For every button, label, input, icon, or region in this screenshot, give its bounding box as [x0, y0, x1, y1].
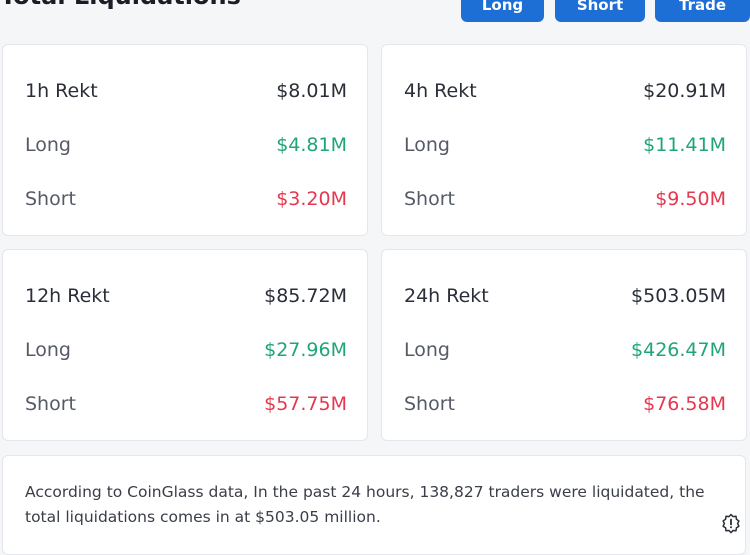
long-button[interactable]: Long — [461, 0, 544, 22]
short-button[interactable]: Short — [555, 0, 645, 22]
long-value: $4.81M — [276, 134, 347, 156]
long-label: Long — [404, 134, 450, 156]
total-value: $20.91M — [643, 80, 726, 102]
page-title: Total Liquidations — [0, 0, 241, 10]
long-row: Long $27.96M — [25, 337, 347, 363]
long-label: Long — [25, 134, 71, 156]
short-row: Short $57.75M — [25, 391, 347, 417]
total-value: $503.05M — [631, 285, 726, 307]
short-value: $57.75M — [264, 393, 347, 415]
summary-card: According to CoinGlass data, In the past… — [2, 455, 746, 555]
settings-icon[interactable] — [720, 512, 742, 534]
total-value: $85.72M — [264, 285, 347, 307]
long-row: Long $426.47M — [404, 337, 726, 363]
long-label: Long — [404, 339, 450, 361]
period-label: 24h Rekt — [404, 285, 489, 307]
liquidation-card-1h: 1h Rekt $8.01M Long $4.81M Short $3.20M — [2, 44, 368, 236]
short-label: Short — [25, 188, 76, 210]
short-value: $76.58M — [643, 393, 726, 415]
rekt-row: 12h Rekt $85.72M — [25, 283, 347, 309]
period-label: 4h Rekt — [404, 80, 477, 102]
rekt-row: 24h Rekt $503.05M — [404, 283, 726, 309]
liquidation-card-24h: 24h Rekt $503.05M Long $426.47M Short $7… — [381, 249, 747, 441]
long-value: $11.41M — [643, 134, 726, 156]
long-label: Long — [25, 339, 71, 361]
liquidation-card-4h: 4h Rekt $20.91M Long $11.41M Short $9.50… — [381, 44, 747, 236]
trade-button[interactable]: Trade — [655, 0, 750, 22]
header: Total Liquidations Long Short Trade — [0, 0, 750, 30]
period-label: 1h Rekt — [25, 80, 98, 102]
long-row: Long $4.81M — [25, 132, 347, 158]
short-label: Short — [404, 393, 455, 415]
long-row: Long $11.41M — [404, 132, 726, 158]
rekt-row: 1h Rekt $8.01M — [25, 78, 347, 104]
short-row: Short $76.58M — [404, 391, 726, 417]
short-label: Short — [25, 393, 76, 415]
short-value: $9.50M — [655, 188, 726, 210]
total-value: $8.01M — [276, 80, 347, 102]
long-value: $27.96M — [264, 339, 347, 361]
rekt-row: 4h Rekt $20.91M — [404, 78, 726, 104]
short-value: $3.20M — [276, 188, 347, 210]
summary-text: According to CoinGlass data, In the past… — [25, 483, 705, 526]
long-value: $426.47M — [631, 339, 726, 361]
period-label: 12h Rekt — [25, 285, 110, 307]
short-label: Short — [404, 188, 455, 210]
liquidation-card-12h: 12h Rekt $85.72M Long $27.96M Short $57.… — [2, 249, 368, 441]
short-row: Short $9.50M — [404, 186, 726, 212]
short-row: Short $3.20M — [25, 186, 347, 212]
